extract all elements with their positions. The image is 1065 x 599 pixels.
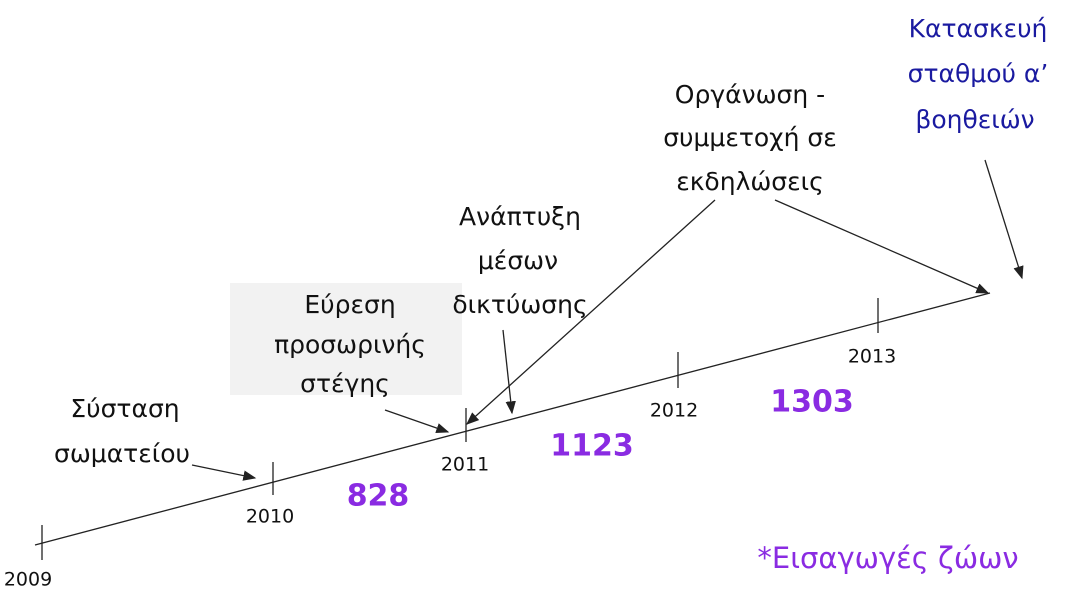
arrow [502,329,516,415]
event-text: Σύσταση [70,394,179,423]
count: 1123 [550,429,634,464]
event-text: δικτύωσης [452,290,587,319]
event-text: σωματείου [54,439,190,468]
year: 2013 [848,346,896,368]
arrow [466,199,716,425]
event-text: Οργάνωση - [675,80,825,109]
note: *Εισαγωγές ζώων [757,541,1018,575]
year: 2009 [4,569,52,591]
ticks [41,298,879,560]
event-text: Ανάπτυξη [459,202,581,231]
event-text: εκδηλώσεις [676,167,824,196]
event-text: σταθμού α’ [908,59,1049,88]
event-text: μέσων [478,246,558,275]
event-text: συμμετοχή σε [663,123,837,152]
axis-line [34,292,991,546]
year: 2011 [441,454,489,476]
year: 2010 [246,506,294,528]
count: 828 [347,479,410,514]
arrow [984,159,1024,280]
event-text: προσωρινής [274,330,426,359]
arrow [191,464,257,481]
year: 2012 [650,400,698,422]
arrow [774,199,990,294]
event-text: Εύρεση [304,290,395,319]
event-text: Κατασκευή [909,14,1048,43]
count: 1303 [770,385,854,420]
event-text: βοηθειών [915,105,1034,134]
event-text: στέγης [300,369,390,398]
highlight-box [230,283,462,395]
arrow [384,409,450,434]
